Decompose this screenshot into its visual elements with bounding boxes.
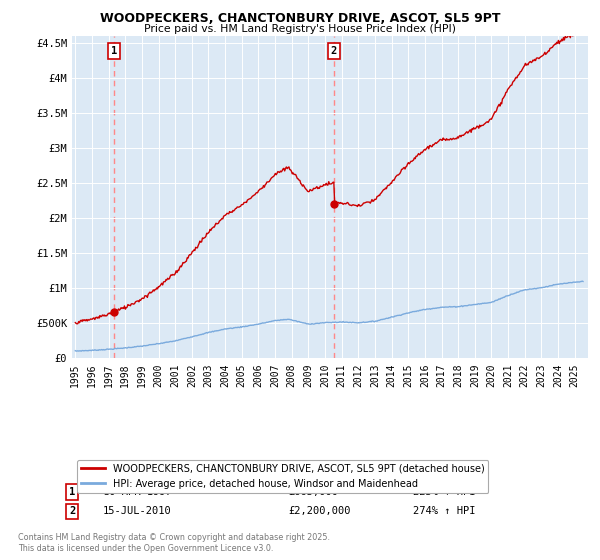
Text: 2: 2 [69,506,75,516]
Text: 225% ↑ HPI: 225% ↑ HPI [413,487,475,497]
Text: 274% ↑ HPI: 274% ↑ HPI [413,506,475,516]
Text: 2: 2 [331,46,337,56]
Text: £2,200,000: £2,200,000 [289,506,351,516]
Text: 30-APR-1997: 30-APR-1997 [103,487,172,497]
Text: Price paid vs. HM Land Registry's House Price Index (HPI): Price paid vs. HM Land Registry's House … [144,24,456,34]
Text: WOODPECKERS, CHANCTONBURY DRIVE, ASCOT, SL5 9PT: WOODPECKERS, CHANCTONBURY DRIVE, ASCOT, … [100,12,500,25]
Text: 1: 1 [111,46,117,56]
Legend: WOODPECKERS, CHANCTONBURY DRIVE, ASCOT, SL5 9PT (detached house), HPI: Average p: WOODPECKERS, CHANCTONBURY DRIVE, ASCOT, … [77,460,488,492]
Text: £665,000: £665,000 [289,487,339,497]
Text: 15-JUL-2010: 15-JUL-2010 [103,506,172,516]
Text: 1: 1 [69,487,75,497]
Text: Contains HM Land Registry data © Crown copyright and database right 2025.
This d: Contains HM Land Registry data © Crown c… [18,533,330,553]
